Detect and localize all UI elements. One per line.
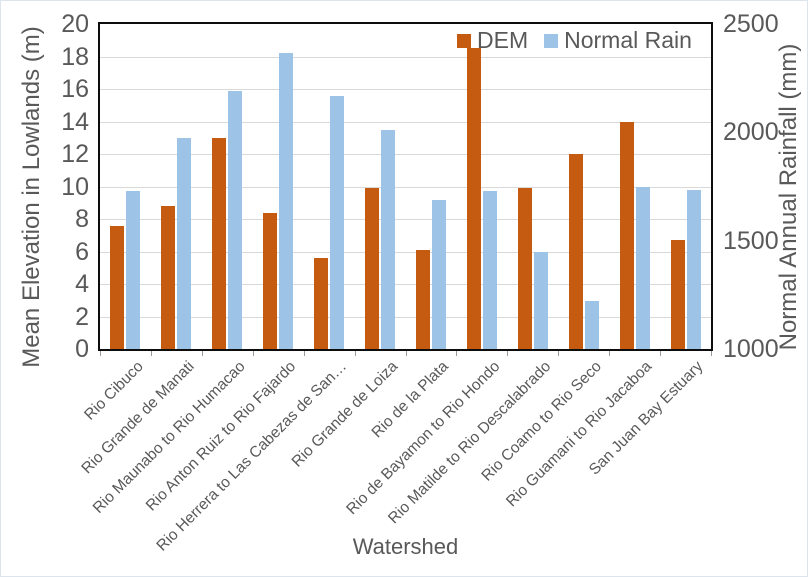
left-axis-tick-label: 6 xyxy=(75,237,89,266)
x-axis-tick xyxy=(252,351,254,356)
left-axis-tick-label: 14 xyxy=(61,107,89,136)
left-axis-tick-label: 10 xyxy=(61,172,89,201)
x-axis-tick xyxy=(507,351,509,356)
rain-bar xyxy=(177,137,192,349)
rain-legend-label: Normal Rain xyxy=(564,27,692,53)
left-axis-tick-label: 12 xyxy=(61,140,89,168)
dem-bar xyxy=(365,188,380,349)
x-axis-tick xyxy=(456,351,458,356)
rain-bar xyxy=(279,53,294,349)
left-axis-tick-label: 16 xyxy=(61,75,89,103)
rain-bar xyxy=(431,199,446,349)
x-axis-tick xyxy=(609,351,611,356)
dem-bar xyxy=(670,240,685,349)
rain-bar xyxy=(584,301,599,349)
y-gridline xyxy=(100,316,711,318)
left-axis-tick-label: 2 xyxy=(75,302,89,331)
y-gridline xyxy=(100,56,711,58)
x-axis-tick xyxy=(558,351,560,356)
dem-legend-label: DEM xyxy=(477,27,529,53)
rain-legend-swatch xyxy=(544,33,559,48)
dem-bar xyxy=(619,121,634,349)
dem-bar xyxy=(314,258,329,349)
left-axis-tick-label: 8 xyxy=(75,205,89,233)
x-axis-tick xyxy=(303,351,305,356)
y-gridline xyxy=(100,121,711,123)
y-gridline xyxy=(100,284,711,285)
rain-bar xyxy=(533,251,548,349)
dem-legend-swatch xyxy=(457,33,471,48)
left-axis-tick-label: 0 xyxy=(75,335,89,363)
left-axis-tick-label: 4 xyxy=(75,270,89,298)
x-axis-tick xyxy=(201,351,203,356)
right-axis-tick-label: 2000 xyxy=(723,118,779,147)
x-axis-tick xyxy=(711,351,712,356)
rain-bar xyxy=(330,95,345,349)
rain-bar xyxy=(228,91,243,349)
x-axis-tick xyxy=(660,351,662,356)
rain-bar xyxy=(482,190,497,349)
x-category-label: Rio Herrera to Las Cabezas de San… xyxy=(153,358,351,555)
dem-bar xyxy=(568,154,583,349)
y-gridline xyxy=(100,154,711,155)
y-gridline xyxy=(100,251,711,253)
right-axis-tick-label: 1000 xyxy=(723,335,779,363)
legend-item-dem: DEM xyxy=(457,27,528,54)
x-axis-tick xyxy=(100,351,101,356)
rain-bar xyxy=(686,189,701,349)
rain-bar xyxy=(126,190,141,349)
dem-bar xyxy=(212,137,227,349)
x-axis-tick xyxy=(354,351,356,356)
y-gridline xyxy=(100,89,711,90)
y-gridline xyxy=(100,219,711,220)
legend: DEM Normal Rain xyxy=(457,27,692,54)
dem-bar xyxy=(415,249,430,349)
x-axis-tick xyxy=(405,351,407,356)
x-axis-title: Watershed xyxy=(352,534,459,559)
right-axis-tick-label: 1500 xyxy=(723,226,779,255)
plot-area xyxy=(98,22,713,351)
rain-bar xyxy=(635,186,650,349)
left-axis-tick-label: 18 xyxy=(61,42,89,71)
dem-bar xyxy=(110,225,125,349)
dem-bar xyxy=(263,212,278,349)
rain-bar xyxy=(381,130,396,349)
left-axis-tick-label: 20 xyxy=(61,10,89,38)
y-gridline xyxy=(100,186,711,188)
right-axis-title: Normal Annual Rainfall (mm) xyxy=(775,43,802,351)
legend-item-normal-rain: Normal Rain xyxy=(544,27,692,54)
dem-bar xyxy=(466,48,481,349)
x-axis-tick xyxy=(150,351,152,356)
dem-bar xyxy=(517,188,532,349)
dem-bar xyxy=(161,206,176,349)
right-axis-tick-label: 2500 xyxy=(723,10,779,38)
